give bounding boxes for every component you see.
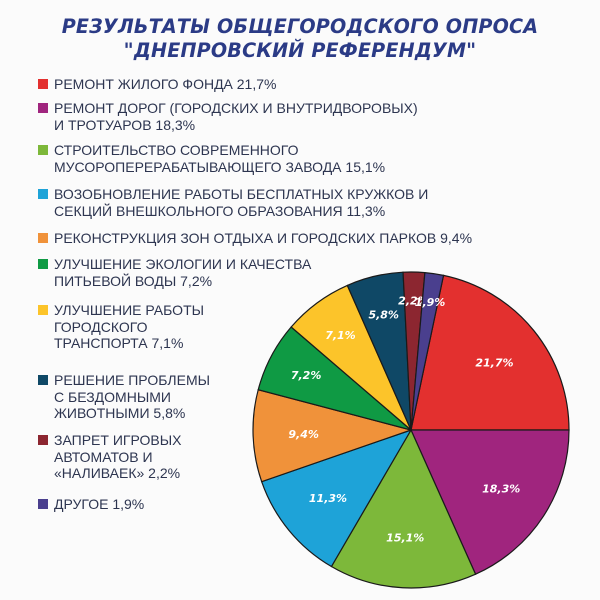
legend-swatch	[38, 305, 48, 315]
pie-slice	[330, 428, 477, 589]
legend-label: СТРОИТЕЛЬСТВО СОВРЕМЕННОГО МУСОРОПЕРЕРАБ…	[54, 142, 386, 175]
pie-slice	[410, 429, 570, 575]
chart-title: РЕЗУЛЬТАТЫ ОБЩЕГОРОДСКОГО ОПРОСА "ДНЕПРО…	[6, 15, 594, 63]
legend-swatch	[38, 435, 48, 445]
legend-label: УЛУЧШЕНИЕ РАБОТЫ ГОРОДСКОГО ТРАНСПОРТА 7…	[54, 302, 205, 351]
legend-swatch	[38, 103, 48, 113]
legend-swatch	[38, 145, 48, 155]
legend-swatch	[38, 189, 48, 199]
pie-slice-label: 11,3%	[309, 492, 347, 505]
legend-item: РЕМОНТ ЖИЛОГО ФОНДА 21,7%	[38, 76, 276, 93]
pie-slice	[410, 274, 570, 431]
legend-label: ВОЗОБНОВЛЕНИЕ РАБОТЫ БЕСПЛАТНЫХ КРУЖКОВ …	[54, 186, 429, 219]
legend-label: РЕКОНСТРУКЦИЯ ЗОН ОТДЫХА И ГОРОДСКИХ ПАР…	[54, 230, 473, 246]
pie-slice-label: 2,2%	[398, 294, 429, 307]
legend-item: УЛУЧШЕНИЕ ЭКОЛОГИИ И КАЧЕСТВА ПИТЬЕВОЙ В…	[38, 256, 311, 289]
pie-slice-label: 7,1%	[325, 329, 356, 342]
legend-swatch	[38, 499, 48, 509]
legend-item: РЕМОНТ ДОРОГ (ГОРОДСКИХ И ВНУТРИДВОРОВЫХ…	[38, 100, 418, 133]
legend-swatch	[38, 375, 48, 385]
legend-item: ЗАПРЕТ ИГРОВЫХ АВТОМАТОВ И «НАЛИВАЕК» 2,…	[38, 432, 181, 482]
pie-slice-label: 7,2%	[291, 369, 322, 382]
legend-swatch	[38, 259, 48, 269]
legend-label: ЗАПРЕТ ИГРОВЫХ АВТОМАТОВ И «НАЛИВАЕК» 2,…	[54, 432, 182, 481]
chart-title-line-2: "ДНЕПРОВСКИЙ РЕФЕРЕНДУМ"	[123, 39, 477, 62]
legend-label: РЕМОНТ ДОРОГ (ГОРОДСКИХ И ВНУТРИДВОРОВЫХ…	[54, 100, 418, 133]
pie-slice	[410, 271, 445, 431]
legend-item: СТРОИТЕЛЬСТВО СОВРЕМЕННОГО МУСОРОПЕРЕРАБ…	[38, 142, 385, 175]
legend-item: ДРУГОЕ 1,9%	[38, 496, 144, 513]
legend-swatch	[38, 233, 48, 243]
legend-label: РЕШЕНИЕ ПРОБЛЕМЫ С БЕЗДОМНЫМИ ЖИВОТНЫМИ …	[54, 372, 210, 421]
pie-slice	[252, 389, 414, 483]
chart-title-line-1: РЕЗУЛЬТАТЫ ОБЩЕГОРОДСКОГО ОПРОСА	[61, 15, 539, 38]
pie-slice-label: 5,8%	[368, 309, 399, 322]
legend-item: ВОЗОБНОВЛЕНИЕ РАБОТЫ БЕСПЛАТНЫХ КРУЖКОВ …	[38, 186, 428, 219]
pie-slice-label: 18,3%	[482, 482, 520, 495]
legend-label: УЛУЧШЕНИЕ ЭКОЛОГИИ И КАЧЕСТВА ПИТЬЕВОЙ В…	[54, 256, 312, 289]
legend-label: ДРУГОЕ 1,9%	[54, 496, 145, 512]
legend-swatch	[38, 79, 48, 89]
pie-slice-label: 1,9%	[415, 296, 446, 309]
pie-slice-label: 15,1%	[386, 531, 424, 544]
legend-item: РЕКОНСТРУКЦИЯ ЗОН ОТДЫХА И ГОРОДСКИХ ПАР…	[38, 230, 472, 247]
pie-slice-label: 21,7%	[475, 356, 513, 369]
legend-label: РЕМОНТ ЖИЛОГО ФОНДА 21,7%	[54, 76, 277, 92]
legend-item: РЕШЕНИЕ ПРОБЛЕМЫ С БЕЗДОМНЫМИ ЖИВОТНЫМИ …	[38, 372, 210, 422]
pie-slice	[260, 428, 413, 568]
legend-item: УЛУЧШЕНИЕ РАБОТЫ ГОРОДСКОГО ТРАНСПОРТА 7…	[38, 302, 204, 352]
pie-slice-label: 9,4%	[288, 428, 319, 441]
